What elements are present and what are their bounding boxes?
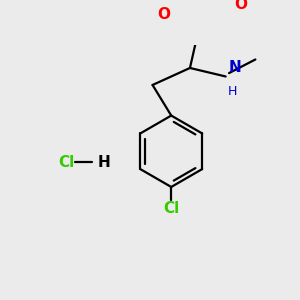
Text: Cl: Cl bbox=[163, 201, 179, 216]
Text: H: H bbox=[228, 85, 237, 98]
Text: H: H bbox=[97, 155, 110, 170]
Text: Cl: Cl bbox=[58, 155, 74, 170]
Text: O: O bbox=[234, 0, 247, 12]
Text: O: O bbox=[157, 7, 170, 22]
Text: N: N bbox=[228, 60, 241, 75]
